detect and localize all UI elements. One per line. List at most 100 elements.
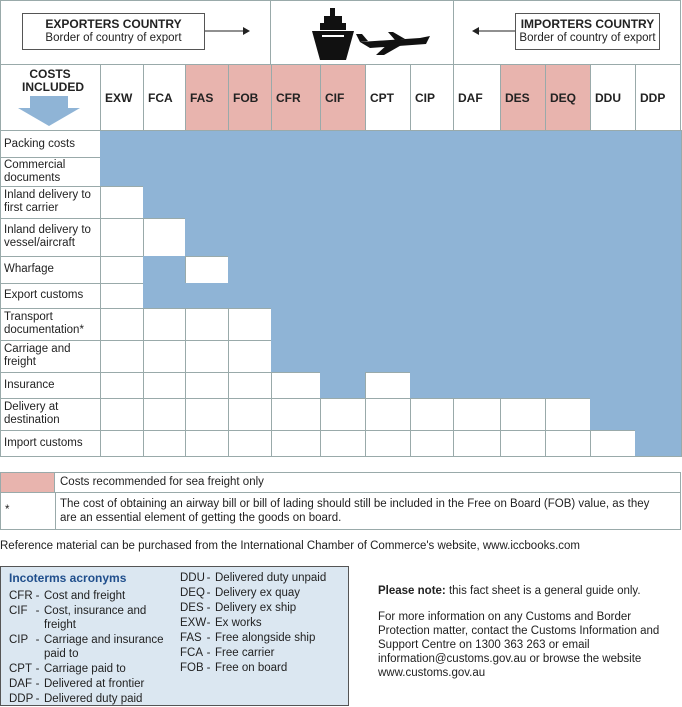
cell <box>500 157 546 187</box>
cell <box>185 308 229 341</box>
cell <box>185 398 229 431</box>
acronym-desc: Delivery ex quay <box>215 587 301 599</box>
acronym-code: DEQ <box>180 587 205 599</box>
column-header: DDP <box>635 65 681 130</box>
cell <box>228 283 272 309</box>
cell <box>185 157 229 187</box>
cell <box>185 130 229 158</box>
cell <box>500 398 546 431</box>
cell <box>545 398 591 431</box>
cell <box>410 283 454 309</box>
acronym-code: DDU <box>180 572 205 584</box>
importer-subtitle: Border of country of export <box>519 32 656 44</box>
note-text: this fact sheet is a general guide only. <box>448 585 641 597</box>
cell <box>635 256 682 284</box>
acronym: DAF - Delivered at frontier <box>9 677 171 691</box>
cell <box>590 186 636 219</box>
acronym-separator: - <box>35 590 40 602</box>
column-header: DAF <box>453 65 500 130</box>
cell <box>143 430 186 457</box>
cell <box>100 256 144 284</box>
acronym-code: FOB <box>180 662 204 674</box>
cell <box>143 398 186 431</box>
cell <box>453 372 501 399</box>
plane-icon <box>356 32 430 55</box>
cell <box>410 256 454 284</box>
arrow-head <box>243 27 250 35</box>
cell <box>320 218 366 257</box>
acronym-separator: - <box>206 602 211 614</box>
cell <box>143 340 186 373</box>
cell <box>320 430 366 457</box>
cell <box>143 372 186 399</box>
acronym: DDU - Delivered duty unpaid <box>180 571 345 585</box>
exporter-subtitle: Border of country of export <box>45 32 182 44</box>
acronym-separator: - <box>35 678 40 690</box>
costs-arrow <box>18 96 80 126</box>
legend-swatch <box>1 473 55 492</box>
row-label: Packing costs <box>0 130 101 158</box>
cell <box>100 430 144 457</box>
acronym-code: CFR <box>9 590 33 602</box>
cell <box>228 340 272 373</box>
acronym: EXW - Ex works <box>180 616 345 630</box>
cell <box>410 430 454 457</box>
acronym-separator: - <box>206 647 211 659</box>
cell <box>365 157 411 187</box>
cell <box>271 130 321 158</box>
cell <box>185 218 229 257</box>
costs-heading: COSTS INCLUDED <box>22 67 84 94</box>
acronym-code: FAS <box>180 632 202 644</box>
cell <box>545 283 591 309</box>
cell <box>143 186 186 219</box>
cell <box>545 372 591 399</box>
row-label: Delivery at destination <box>0 398 101 431</box>
cell <box>143 283 186 309</box>
divider <box>0 64 681 65</box>
cell <box>228 398 272 431</box>
acronym-separator: - <box>35 605 40 617</box>
acronym-desc: Carriage and insurance paid to <box>44 634 164 660</box>
cell <box>545 157 591 187</box>
cell <box>410 186 454 219</box>
cell <box>228 130 272 158</box>
cell <box>100 340 144 373</box>
cell <box>545 186 591 219</box>
cell <box>143 157 186 187</box>
column-header: CIF <box>320 65 365 130</box>
divider <box>270 0 271 65</box>
column-header: FAS <box>185 65 228 130</box>
acronym-code: DDP <box>9 693 34 705</box>
cell <box>453 186 501 219</box>
column-header: DEQ <box>545 65 590 130</box>
acronym: DEQ - Delivery ex quay <box>180 586 345 600</box>
legend-frame <box>0 472 681 530</box>
cell <box>100 398 144 431</box>
acronyms-left: CFR - Cost and freight CIF - Cost, insurance … <box>9 589 171 707</box>
cell <box>320 340 366 373</box>
acronym-code: CPT <box>9 663 32 675</box>
acronyms-right: DDU - Delivered duty unpaid DEQ - Delivery ex… <box>180 571 345 676</box>
importer-title: IMPORTERS COUNTRY <box>520 17 655 31</box>
cell <box>500 256 546 284</box>
cell <box>635 130 682 158</box>
column-header: EXW <box>100 65 143 130</box>
cell <box>365 186 411 219</box>
cell <box>545 130 591 158</box>
row-label: Insurance <box>0 372 101 399</box>
cell <box>100 130 144 158</box>
acronym-code: DAF <box>9 678 32 690</box>
acronym-desc: Free alongside ship <box>215 632 316 644</box>
acronym-desc: Cost, insurance and freight <box>44 605 147 631</box>
cell <box>271 218 321 257</box>
column-header: FCA <box>143 65 185 130</box>
cell <box>500 130 546 158</box>
cell <box>271 256 321 284</box>
cell <box>590 340 636 373</box>
cell <box>410 130 454 158</box>
cell <box>545 430 591 457</box>
row-label: Inland delivery to vessel/aircraft <box>0 218 101 257</box>
acronym-desc: Cost and freight <box>44 590 126 602</box>
cell <box>453 430 501 457</box>
